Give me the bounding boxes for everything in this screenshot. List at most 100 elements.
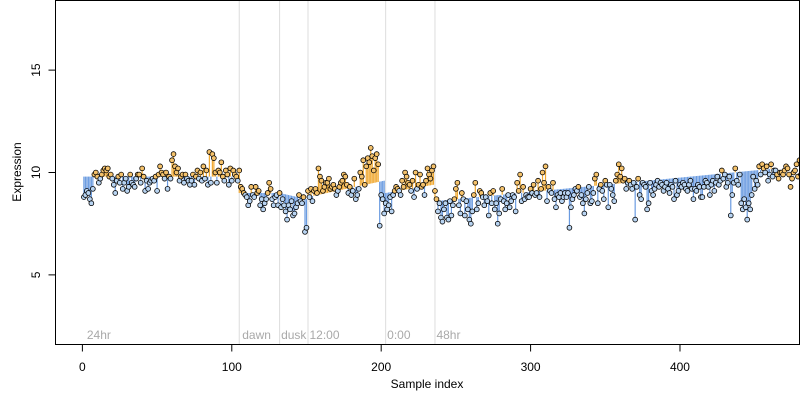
data-point xyxy=(399,177,405,184)
data-point xyxy=(409,177,416,184)
data-point xyxy=(645,200,652,207)
data-point xyxy=(366,159,373,166)
data-point xyxy=(566,224,573,231)
data-point xyxy=(690,196,697,202)
data-point xyxy=(360,157,367,164)
time-annotations: 24hr dawn dusk 12:00 0:00 48hr xyxy=(87,328,461,342)
data-point xyxy=(408,188,414,194)
x-tick-label: 100 xyxy=(222,360,242,374)
data-point xyxy=(85,190,92,196)
data-point xyxy=(751,186,758,192)
data-point xyxy=(644,206,650,213)
data-point xyxy=(485,212,492,219)
data-point xyxy=(287,206,293,213)
data-point xyxy=(793,161,800,168)
data-point xyxy=(714,173,721,180)
data-point xyxy=(784,165,791,172)
data-point xyxy=(765,177,771,184)
data-point xyxy=(505,192,511,198)
data-point xyxy=(376,222,383,229)
data-point xyxy=(445,216,452,223)
data-point xyxy=(484,198,491,204)
data-point xyxy=(741,196,748,202)
data-point xyxy=(296,192,302,198)
data-point xyxy=(358,173,365,180)
data-point xyxy=(699,194,706,200)
data-point xyxy=(456,202,462,209)
data-point xyxy=(281,202,287,209)
data-point xyxy=(735,181,742,188)
data-point xyxy=(750,173,756,180)
data-point xyxy=(496,210,503,217)
data-point xyxy=(769,173,776,180)
data-point xyxy=(370,167,377,174)
data-point xyxy=(583,196,589,202)
data-point xyxy=(326,175,332,182)
data-point xyxy=(339,177,346,184)
data-point xyxy=(747,206,753,213)
data-point xyxy=(520,184,526,190)
data-point xyxy=(635,175,641,182)
data-point xyxy=(303,224,310,231)
data-point xyxy=(575,184,582,190)
data-point xyxy=(581,210,588,217)
data-point xyxy=(367,145,374,151)
data-point xyxy=(246,198,253,204)
data-point xyxy=(775,175,782,182)
data-point xyxy=(203,167,210,174)
data-point xyxy=(420,181,426,188)
data-point xyxy=(276,190,283,196)
data-point xyxy=(742,204,749,211)
data-point xyxy=(792,167,798,174)
x-tick-label: 0 xyxy=(79,360,86,374)
data-point xyxy=(629,186,635,192)
x-axis-label: Sample index xyxy=(391,377,464,391)
data-point xyxy=(472,179,479,186)
data-point xyxy=(633,184,640,190)
time-dividers xyxy=(238,0,436,345)
data-point xyxy=(288,198,295,204)
data-point xyxy=(744,216,751,223)
data-point xyxy=(450,202,456,209)
data-point xyxy=(768,161,774,168)
data-point xyxy=(299,200,305,207)
data-point xyxy=(671,196,677,202)
data-point xyxy=(315,165,322,172)
time-annotation: 24hr xyxy=(87,328,111,342)
data-point xyxy=(140,173,147,180)
data-point xyxy=(499,186,505,192)
data-point xyxy=(279,196,286,202)
data-point xyxy=(459,190,465,196)
data-point xyxy=(291,210,298,217)
data-point xyxy=(611,198,618,204)
data-point xyxy=(544,198,550,204)
data-point xyxy=(608,186,615,192)
data-point xyxy=(314,190,320,196)
data-point xyxy=(170,151,177,157)
data-point xyxy=(538,186,544,192)
data-point xyxy=(672,177,679,184)
data-point xyxy=(727,212,734,219)
time-annotation: dusk xyxy=(281,328,307,342)
data-point xyxy=(684,188,691,194)
data-point xyxy=(447,198,453,204)
data-point xyxy=(468,220,474,227)
data-point xyxy=(612,177,619,184)
data-point xyxy=(139,165,145,172)
x-tick-label: 200 xyxy=(371,360,391,374)
data-point xyxy=(724,179,731,186)
data-point xyxy=(441,206,447,213)
data-point xyxy=(463,198,470,204)
data-point xyxy=(118,171,125,178)
data-point xyxy=(590,190,597,196)
data-point xyxy=(282,208,289,215)
data-point xyxy=(471,192,477,198)
data-point xyxy=(506,204,513,211)
data-point xyxy=(502,206,508,213)
data-point xyxy=(154,188,160,194)
data-point xyxy=(127,171,133,178)
data-point xyxy=(762,169,768,176)
y-tick-label: 10 xyxy=(29,166,43,180)
data-point xyxy=(109,175,116,182)
data-point xyxy=(90,186,96,192)
